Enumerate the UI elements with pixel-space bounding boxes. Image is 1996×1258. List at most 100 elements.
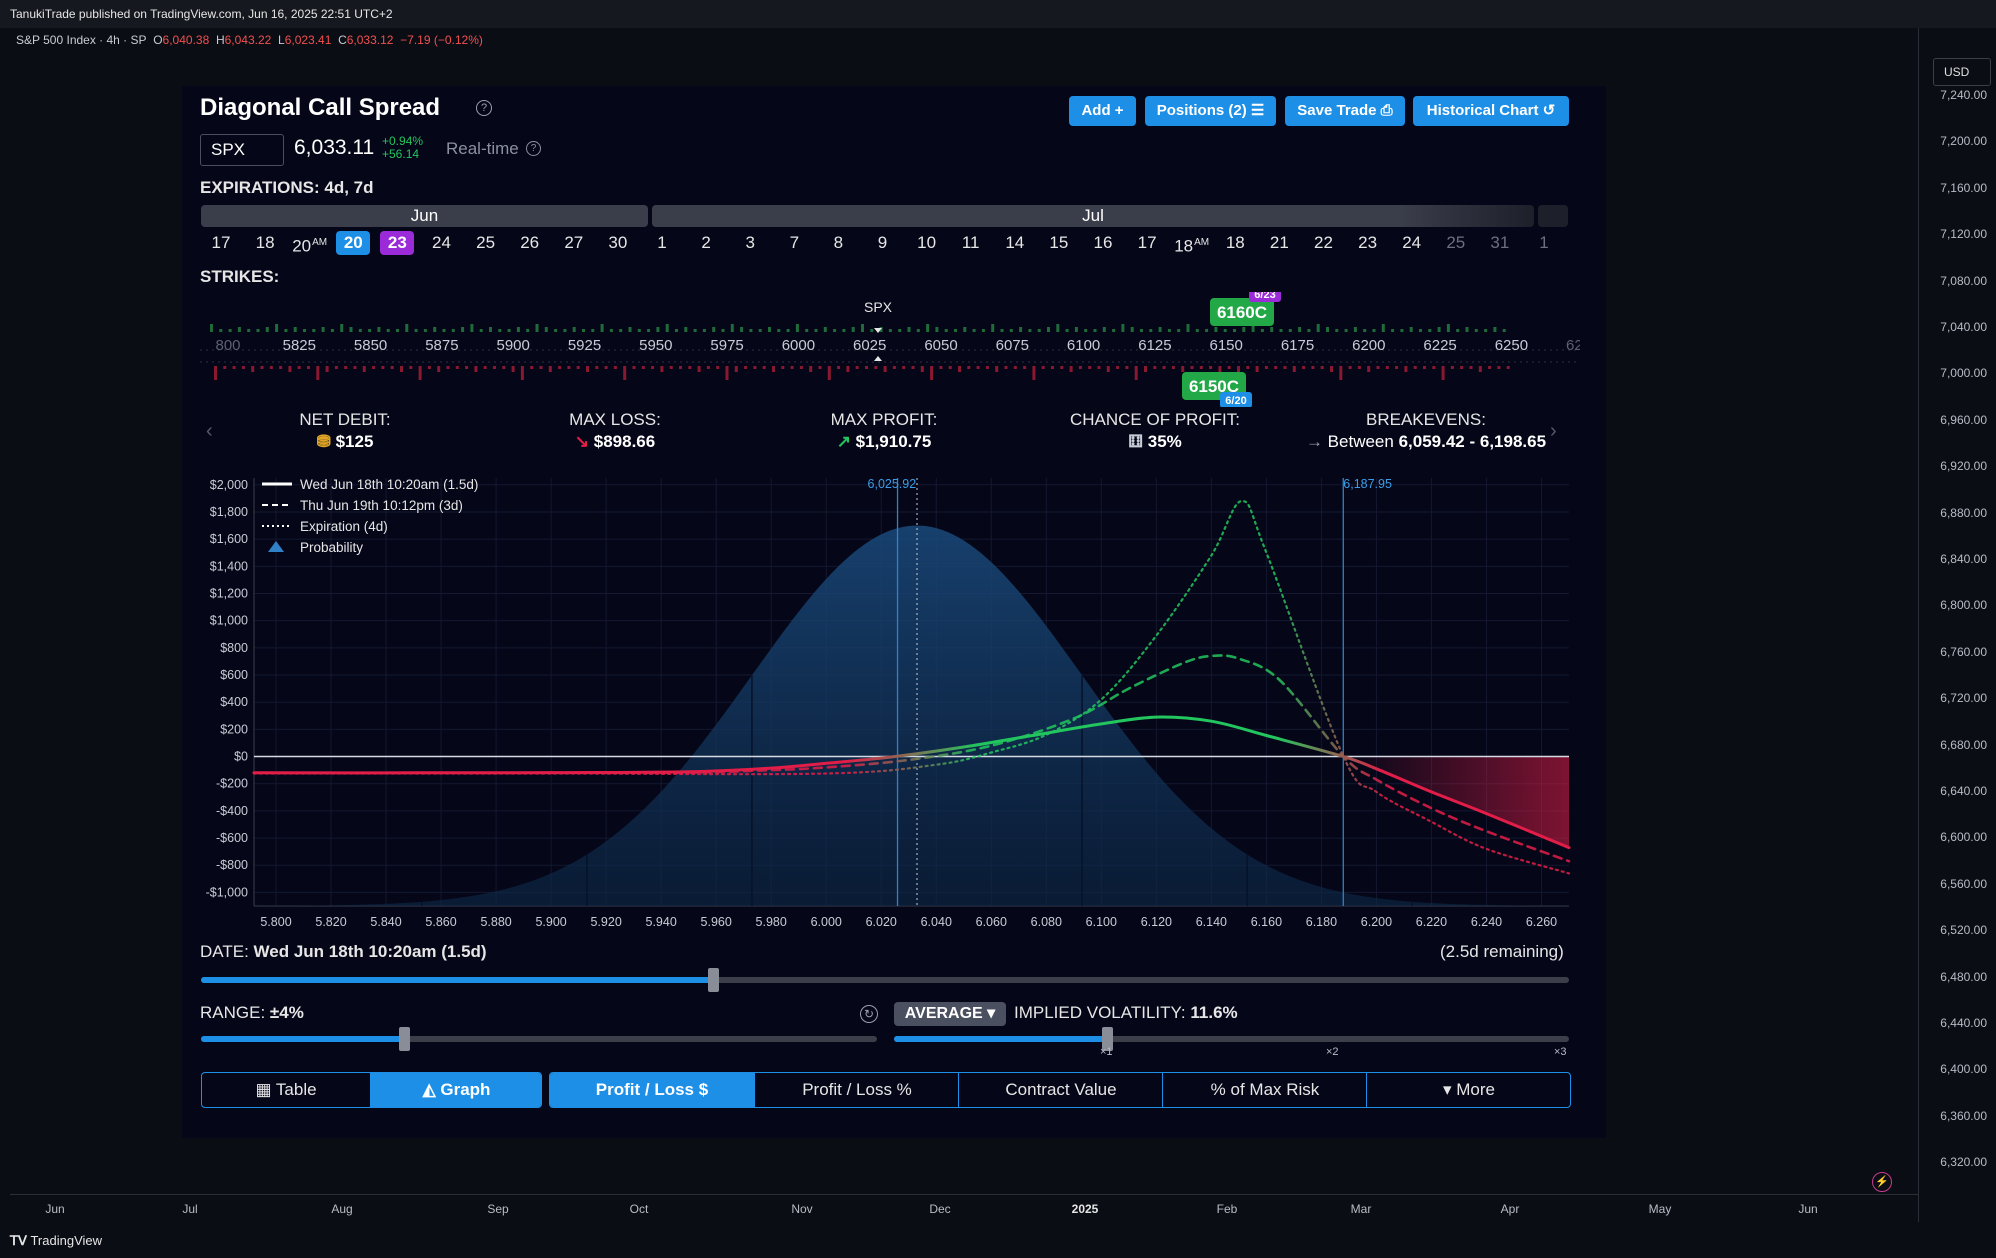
strike-tick[interactable]: 6175 [1281,337,1314,354]
expiration-date[interactable]: 1 [645,231,679,255]
call-oi-bar [526,329,530,332]
expiration-date[interactable]: 30 [601,231,635,255]
change-percent: +0.94% [382,134,424,148]
expiration-date[interactable]: 17 [204,231,238,255]
realtime-help-icon[interactable]: ? [526,141,541,156]
expiration-date[interactable]: 2 [689,231,723,255]
expiration-date[interactable]: 31 [1483,231,1517,255]
help-icon[interactable]: ? [476,100,492,116]
iv-slider-handle[interactable] [1101,1027,1113,1051]
expiration-date[interactable]: 24 [1395,231,1429,255]
strikes-ruler[interactable]: 800 5825 5850 5875 5900 5925 5950 5975 6000 6025 6… [200,292,1580,407]
strike-tick[interactable]: 5850 [354,337,387,354]
strike-tick[interactable]: 6250 [1495,337,1528,354]
positions-button[interactable]: Positions (2) ☰ [1145,96,1276,126]
strike-tick[interactable]: 6125 [1138,337,1171,354]
strike-tick[interactable]: 6100 [1067,337,1100,354]
call-oi-bar [1456,329,1460,332]
expiration-date[interactable]: 18AM [1174,231,1209,256]
expiration-date[interactable]: 11 [954,231,988,255]
strike-tick[interactable]: 6075 [996,337,1029,354]
tab-max-risk[interactable]: % of Max Risk [1162,1073,1367,1107]
strike-tick[interactable]: 5825 [283,337,316,354]
call-oi-bar [1260,329,1264,332]
expiration-date[interactable]: 18 [1218,231,1252,255]
expiration-date[interactable]: 23 [1351,231,1385,255]
strike-tick[interactable]: 5925 [568,337,601,354]
expiration-date[interactable]: 3 [733,231,767,255]
expiration-date[interactable]: 1 [1527,231,1561,255]
expiration-date[interactable]: 20 [336,231,371,255]
put-oi-bar [241,366,245,369]
expiration-date[interactable]: 25 [469,231,503,255]
expiration-date[interactable]: 21 [1262,231,1296,255]
expiration-date[interactable]: 14 [998,231,1032,255]
pnl-chart[interactable]: $2,000 $1,800 $1,600 $1,400 $1,200 $1,000 $800… [196,470,1576,926]
expiration-date[interactable]: 25 [1439,231,1473,255]
call-oi-bar [1437,327,1441,332]
strike-tick[interactable]: 6200 [1352,337,1385,354]
strike-tick[interactable]: 5900 [497,337,530,354]
tab-profit-loss-dollar[interactable]: Profit / Loss $ [550,1073,754,1107]
strike-tick[interactable]: 5950 [639,337,672,354]
strike-tick[interactable]: 6025 [853,337,886,354]
expiration-date[interactable]: 22 [1307,231,1341,255]
month-jul[interactable]: Jul [652,205,1534,227]
ticker-input[interactable]: SPX [200,134,284,166]
expiration-date[interactable]: 9 [866,231,900,255]
price-axis[interactable]: USD 7,240.00 7,200.00 7,160.00 7,120.00 7,08… [1918,28,1996,1222]
expiration-date[interactable]: 27 [557,231,591,255]
date-slider-track[interactable] [201,977,1569,983]
date-slider-handle[interactable] [707,968,719,992]
historical-chart-button[interactable]: Historical Chart ↺ [1413,96,1569,126]
expiration-date[interactable]: 26 [513,231,547,255]
iv-slider-track[interactable] [894,1036,1569,1042]
currency-button[interactable]: USD [1933,58,1991,86]
short-leg-chip[interactable] [1210,298,1274,326]
expiration-date[interactable]: 15 [1042,231,1076,255]
expiration-date[interactable]: 7 [777,231,811,255]
tab-graph[interactable]: ◭ Graph [370,1073,541,1107]
probability-area [254,525,1569,906]
expiration-date[interactable]: 10 [910,231,944,255]
expiration-date[interactable]: 17 [1130,231,1164,255]
tradingview-logo[interactable]: ꓔꓦ TradingView [10,1233,102,1249]
tab-more[interactable]: ▾ More [1366,1073,1570,1107]
x-tick-label: 6,160 [1251,915,1282,926]
call-oi-bar [237,327,241,332]
average-dropdown[interactable]: AVERAGE ▾ [894,1002,1006,1026]
expiration-date[interactable]: 8 [821,231,855,255]
add-button[interactable]: Add + [1069,96,1136,126]
high-value: 6,043.22 [224,33,272,47]
save-trade-button[interactable]: Save Trade ⎙ [1285,96,1405,126]
flash-icon[interactable]: ⚡ [1872,1172,1892,1192]
put-oi-bar [381,366,385,369]
expiration-date[interactable]: 20AM [292,231,327,256]
chevron-left-icon[interactable]: ‹ [206,420,213,442]
strike-tick[interactable]: 6000 [782,337,815,354]
month-jun[interactable]: Jun [201,205,648,227]
refresh-icon[interactable]: ↻ [860,1005,878,1023]
month-next[interactable] [1538,205,1568,227]
strike-tick[interactable]: 5875 [425,337,458,354]
tab-profit-loss-percent[interactable]: Profit / Loss % [754,1073,959,1107]
range-slider-handle[interactable] [398,1027,410,1051]
tab-table[interactable]: ▦ Table [202,1073,370,1107]
put-oi-bar [260,366,264,369]
expiration-date[interactable]: 23 [380,231,415,255]
put-oi-bar [502,366,506,369]
expiration-date[interactable]: 16 [1086,231,1120,255]
strike-tick[interactable]: 6050 [924,337,957,354]
strike-tick[interactable]: 5975 [710,337,743,354]
range-slider-track[interactable] [201,1036,877,1042]
strike-tick[interactable]: 800 [215,337,240,354]
strike-tick[interactable]: 6150 [1210,337,1243,354]
strike-tick[interactable]: 6225 [1423,337,1456,354]
chevron-right-icon[interactable]: › [1550,420,1557,442]
strike-tick[interactable]: 6275 [1566,337,1580,354]
tab-contract-value[interactable]: Contract Value [958,1073,1163,1107]
call-oi-bar [963,327,967,332]
expiration-date[interactable]: 24 [425,231,459,255]
time-axis[interactable]: Jun Jul Aug Sep Oct Nov Dec 2025 Feb Mar Apr May Jun [10,1194,1918,1223]
expiration-date[interactable]: 18 [248,231,282,255]
